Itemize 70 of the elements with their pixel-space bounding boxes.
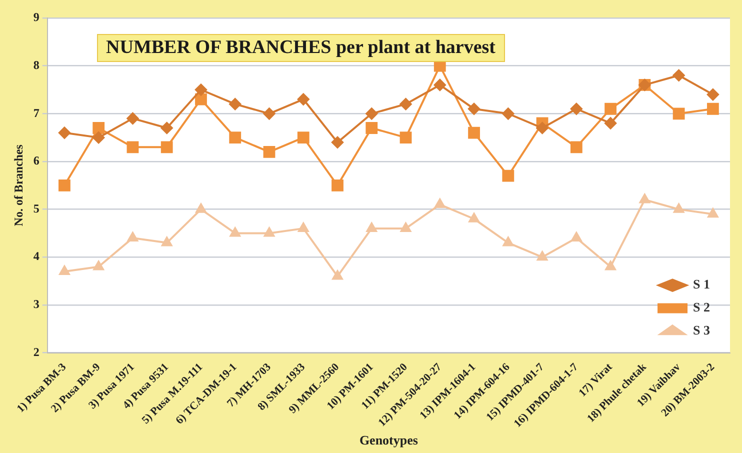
point — [58, 126, 70, 139]
legend-label: S 1 — [693, 276, 710, 292]
y-tick-label: 3 — [33, 297, 40, 312]
point — [708, 208, 718, 218]
point — [468, 102, 480, 115]
point — [706, 88, 719, 101]
point — [468, 212, 480, 222]
point — [229, 98, 242, 110]
point — [194, 84, 207, 96]
point — [263, 108, 276, 120]
y-tick-label: 2 — [33, 344, 40, 359]
legend-label: S 2 — [693, 300, 710, 315]
point — [570, 141, 582, 154]
point — [604, 117, 617, 130]
point — [639, 194, 650, 204]
point — [571, 232, 582, 242]
point — [604, 102, 616, 115]
point — [230, 227, 240, 237]
point — [160, 141, 173, 154]
point — [332, 179, 344, 192]
point — [605, 260, 616, 270]
point — [297, 132, 310, 144]
point — [59, 265, 70, 275]
y-tick-label: 6 — [33, 154, 40, 168]
point — [400, 98, 412, 110]
point — [434, 78, 446, 91]
y-tick-label: 4 — [33, 249, 40, 264]
point — [58, 179, 70, 192]
point — [434, 198, 446, 208]
point — [366, 222, 377, 232]
y-tick-label: 9 — [33, 10, 40, 24]
point — [229, 132, 242, 144]
point — [536, 122, 548, 134]
point — [673, 203, 684, 213]
point — [263, 146, 276, 158]
point — [195, 93, 207, 106]
point — [160, 122, 173, 134]
point — [264, 227, 275, 237]
point — [400, 132, 412, 144]
text: NUMBER OF BRANCHES per plant at harvest — [97, 34, 505, 62]
point — [502, 170, 514, 182]
x-axis-title: Genotypes — [359, 432, 418, 448]
legend-label: S 3 — [693, 322, 710, 338]
point — [706, 102, 719, 115]
point — [162, 236, 172, 246]
point — [127, 232, 138, 242]
y-axis-title: No. of Branches — [11, 144, 26, 226]
point — [468, 126, 480, 139]
y-tick-label: 5 — [33, 201, 40, 216]
point — [297, 93, 310, 106]
point — [196, 203, 206, 213]
point — [332, 136, 344, 148]
point — [400, 222, 412, 232]
point — [92, 132, 105, 144]
point — [672, 69, 685, 82]
point — [93, 260, 104, 270]
point — [570, 102, 582, 115]
point — [366, 122, 378, 134]
point — [126, 141, 139, 154]
point — [332, 270, 343, 280]
point — [366, 108, 378, 120]
point — [126, 112, 139, 124]
point — [298, 222, 309, 232]
point — [502, 108, 514, 120]
point — [536, 251, 548, 261]
y-tick-label: 7 — [33, 106, 40, 120]
point — [672, 108, 685, 120]
point — [502, 236, 514, 246]
y-tick-label: 8 — [33, 58, 40, 72]
point — [92, 122, 105, 134]
